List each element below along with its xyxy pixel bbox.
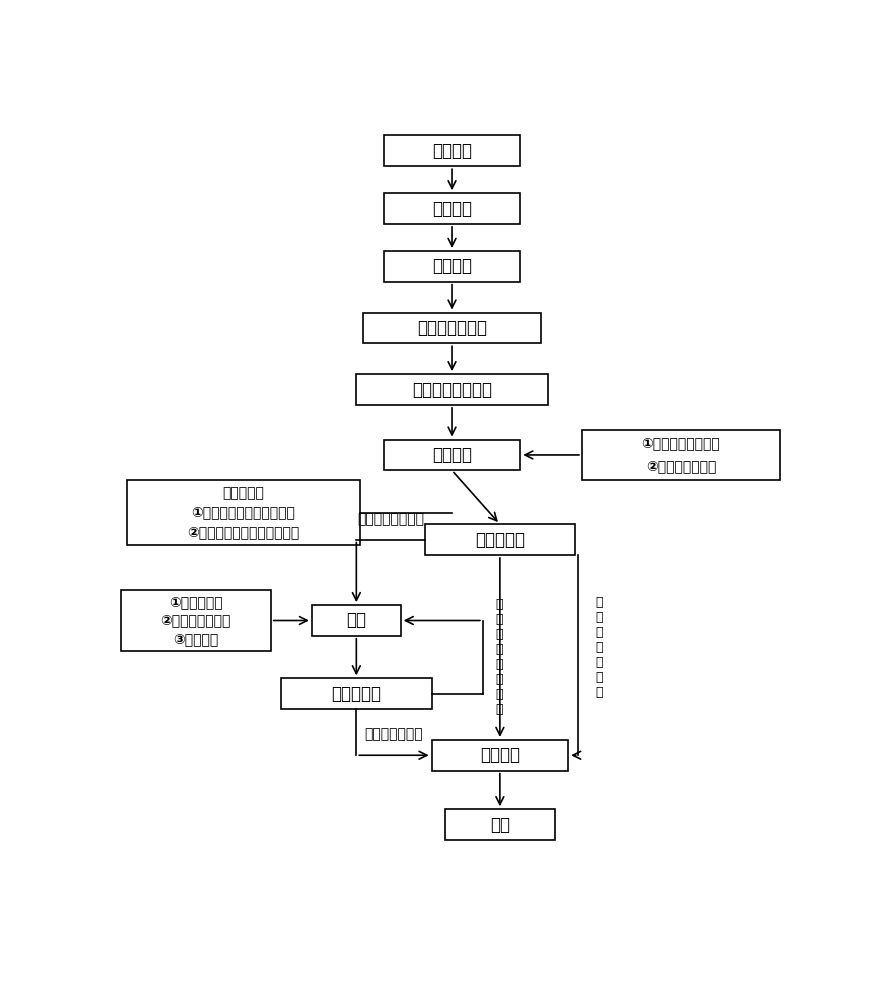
FancyBboxPatch shape xyxy=(384,440,520,470)
FancyBboxPatch shape xyxy=(281,678,431,709)
Text: 继续施工: 继续施工 xyxy=(480,746,519,764)
FancyBboxPatch shape xyxy=(121,590,271,651)
FancyBboxPatch shape xyxy=(384,193,520,224)
Text: ①长钻头纠偏: ①长钻头纠偏 xyxy=(168,595,222,609)
Text: 钻进施工: 钻进施工 xyxy=(432,446,472,464)
FancyBboxPatch shape xyxy=(445,809,555,840)
Text: ③扩孔纠偏: ③扩孔纠偏 xyxy=(173,632,219,646)
FancyBboxPatch shape xyxy=(127,480,360,545)
FancyBboxPatch shape xyxy=(384,251,520,282)
Text: 过程中测壁: 过程中测壁 xyxy=(332,685,381,703)
Text: 垂
直
度
符
合
要
求: 垂 直 度 符 合 要 求 xyxy=(595,596,603,699)
Text: 纠偏: 纠偏 xyxy=(347,611,366,630)
FancyBboxPatch shape xyxy=(431,740,568,771)
FancyBboxPatch shape xyxy=(425,524,575,555)
FancyBboxPatch shape xyxy=(363,312,541,343)
FancyBboxPatch shape xyxy=(384,135,520,166)
FancyBboxPatch shape xyxy=(582,430,781,480)
Text: 桩位放样: 桩位放样 xyxy=(432,200,472,218)
Text: ②双钻头钻进施工: ②双钻头钻进施工 xyxy=(646,459,716,473)
Text: 埋设护筒: 埋设护筒 xyxy=(432,257,472,275)
Text: 垂直度不符合要求: 垂直度不符合要求 xyxy=(357,512,424,526)
Text: 遇溶洞时：: 遇溶洞时： xyxy=(222,486,265,500)
Text: 垂
直
度
不
符
合
要
求: 垂 直 度 不 符 合 要 求 xyxy=(495,598,503,716)
Text: ②回填混凝土纠偏: ②回填混凝土纠偏 xyxy=(161,613,231,628)
FancyBboxPatch shape xyxy=(312,605,400,636)
Text: 埋设桩边泥浆池: 埋设桩边泥浆池 xyxy=(417,319,487,337)
Text: ①及时利用桩边泥浆池补浆: ①及时利用桩边泥浆池补浆 xyxy=(191,506,295,520)
Text: 设备就位（复核）: 设备就位（复核） xyxy=(412,380,492,398)
Text: 垂直度符合要求: 垂直度符合要求 xyxy=(364,727,423,741)
Text: ①常规钻头钻进施工: ①常规钻头钻进施工 xyxy=(641,437,721,451)
Text: ②回填粘土，冲击、挤压密实: ②回填粘土，冲击、挤压密实 xyxy=(187,525,300,539)
Text: 施工准备: 施工准备 xyxy=(432,142,472,160)
Text: 过程中测壁: 过程中测壁 xyxy=(475,531,525,549)
FancyBboxPatch shape xyxy=(356,374,548,405)
Text: 终孔: 终孔 xyxy=(490,816,510,834)
